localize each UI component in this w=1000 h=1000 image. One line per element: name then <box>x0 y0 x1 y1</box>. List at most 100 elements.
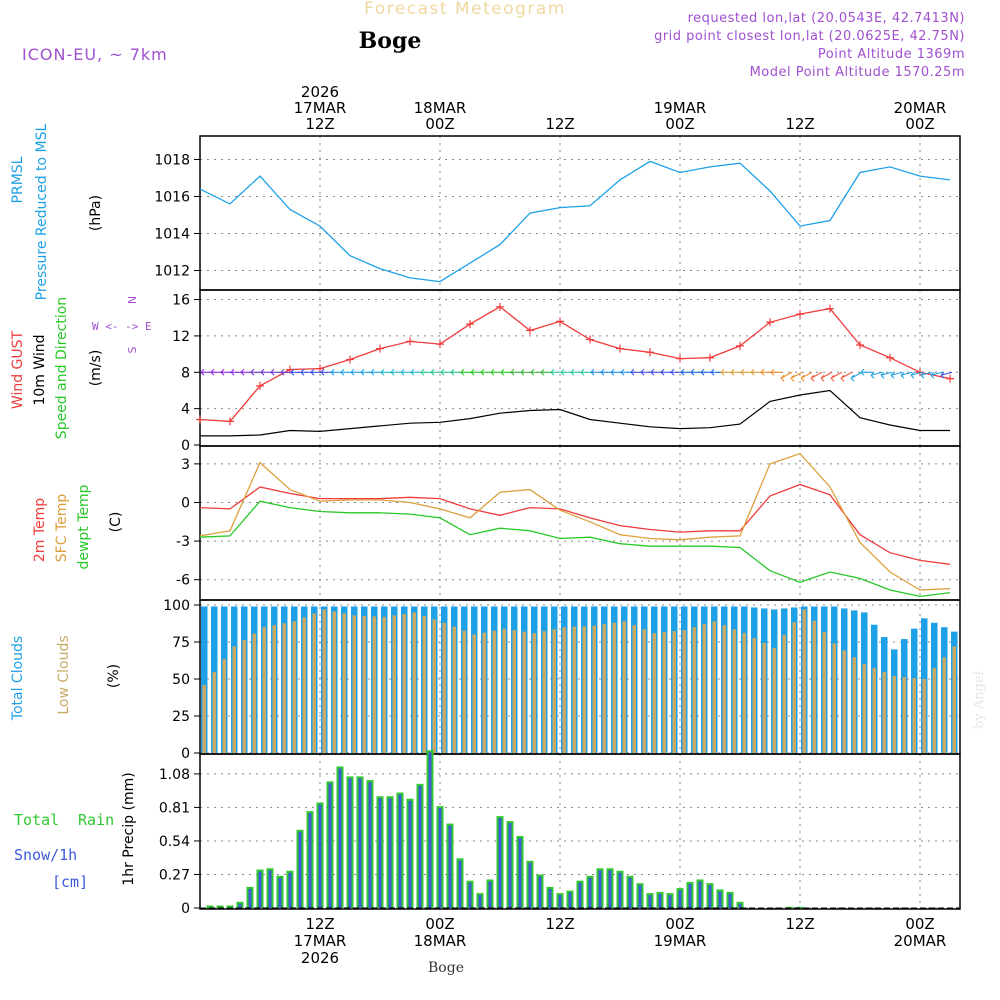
low-cloud-bar <box>652 633 656 753</box>
wind-arrow <box>790 371 803 382</box>
gust-marker <box>886 353 894 362</box>
snow-bar <box>548 888 552 908</box>
wind-arrow <box>290 368 302 376</box>
y-tick-label: 100 <box>163 598 190 614</box>
y-tick-label: -3 <box>176 534 190 550</box>
wind-arrow <box>840 371 853 382</box>
bottom-time-label: 12Z <box>545 915 574 933</box>
top-time-label: 17MAR <box>294 99 347 117</box>
snow-bar <box>488 881 492 908</box>
gust-marker <box>646 348 654 357</box>
low-cloud-bar <box>562 627 566 753</box>
wind-arrow <box>330 368 342 376</box>
total-rain-label: Total <box>14 811 59 829</box>
gust-marker <box>586 335 594 344</box>
low-cloud-bar <box>662 632 666 753</box>
low-cloud-bar <box>672 631 676 753</box>
low-cloud-bar <box>422 615 426 753</box>
wind-arrow <box>940 371 953 379</box>
wind-arrow <box>450 368 462 376</box>
footer-location: Boge <box>428 960 464 976</box>
low-cloud-bar <box>382 616 386 753</box>
snow-bar <box>608 870 612 908</box>
wind-unit: (m/s) <box>88 350 104 387</box>
bottom-time-label: 12Z <box>785 915 814 933</box>
top-time-label: 2026 <box>301 83 339 101</box>
low-cloud-bar <box>592 625 596 753</box>
y-tick-label: 8 <box>181 365 190 381</box>
gust-marker <box>856 341 864 349</box>
gust-marker <box>376 344 384 353</box>
gust-marker <box>496 302 504 311</box>
wind-arrow <box>300 368 312 376</box>
wind-arrow <box>900 371 913 379</box>
low-cloud-bar <box>702 624 706 753</box>
low-cloud-bar <box>262 627 266 753</box>
low-cloud-bar <box>772 647 776 753</box>
y-tick-label: 0.54 <box>159 834 190 850</box>
wind-arrow <box>270 368 282 376</box>
wind-arrow <box>860 368 872 376</box>
low-cloud-bar <box>952 646 956 753</box>
low-cloud-bar <box>362 615 366 753</box>
wind-label: 10m Wind <box>32 334 48 405</box>
y-tick-label: 75 <box>172 635 190 651</box>
y-tick-label: 0.81 <box>159 800 190 816</box>
low-cloud-bar <box>212 672 216 753</box>
wind-arrow <box>820 371 833 382</box>
y-tick-label: -6 <box>176 573 190 589</box>
top-time-label: 20MAR <box>894 99 947 117</box>
model-altitude: Model Point Altitude 1570.25m <box>750 65 965 80</box>
low-cloud-bar <box>222 659 226 753</box>
low-cloud-bar <box>842 650 846 753</box>
wind-arrow <box>590 368 602 376</box>
snow-bar <box>338 768 342 908</box>
wind-arrow <box>340 368 352 376</box>
wind-arrow <box>310 368 322 376</box>
rain-bar <box>216 905 224 908</box>
top-time-label: 19MAR <box>654 99 707 117</box>
wind-arrow <box>700 368 712 376</box>
snow-bar <box>428 752 432 908</box>
top-time-label: 12Z <box>305 115 334 133</box>
low-cloud-bar <box>882 672 886 753</box>
snow-bar <box>658 893 662 908</box>
low-cloud-bar <box>392 615 396 753</box>
t2m-label: 2m Temp <box>32 498 48 562</box>
low-cloud-bar <box>862 664 866 753</box>
top-time-label: 00Z <box>425 115 454 133</box>
gridpoint-coords: grid point closest lon,lat (20.0625E, 42… <box>654 29 965 44</box>
rain-bar <box>786 906 794 908</box>
wind-arrow <box>390 368 402 376</box>
low-cloud-bar <box>752 638 756 753</box>
wind-arrow <box>360 368 372 376</box>
snow-bar <box>248 888 252 908</box>
rain-bar <box>226 905 234 908</box>
gust-label: Wind GUST <box>10 330 26 409</box>
y-tick-label: 0.27 <box>159 867 190 883</box>
gust-marker <box>736 341 744 350</box>
chart-title: Forecast Meteogram <box>364 0 566 19</box>
bottom-time-label: 20MAR <box>894 932 947 950</box>
snow-bar <box>708 885 712 908</box>
low-cloud-bar <box>632 625 636 753</box>
low-cloud-bar <box>402 613 406 753</box>
low-cloud-bar <box>432 619 436 753</box>
low-cloud-bar <box>732 629 736 753</box>
snow-bar <box>718 891 722 908</box>
wind-arrow <box>320 368 332 376</box>
low-cloud-bar <box>922 679 926 753</box>
panel-frame <box>199 753 961 910</box>
wind-arrow <box>220 368 232 376</box>
top-time-label: 00Z <box>665 115 694 133</box>
low-cloud-bar <box>722 625 726 753</box>
bottom-time-label: 00Z <box>905 915 934 933</box>
wind-arrow <box>250 368 262 376</box>
wind-arrow <box>260 368 272 376</box>
top-time-label: 12Z <box>785 115 814 133</box>
top-time-label: 12Z <box>545 115 574 133</box>
temp-dewpt-line <box>199 500 951 598</box>
wind-arrow <box>280 368 292 376</box>
snow-bar <box>418 785 422 908</box>
low-cloud-bar <box>462 630 466 753</box>
